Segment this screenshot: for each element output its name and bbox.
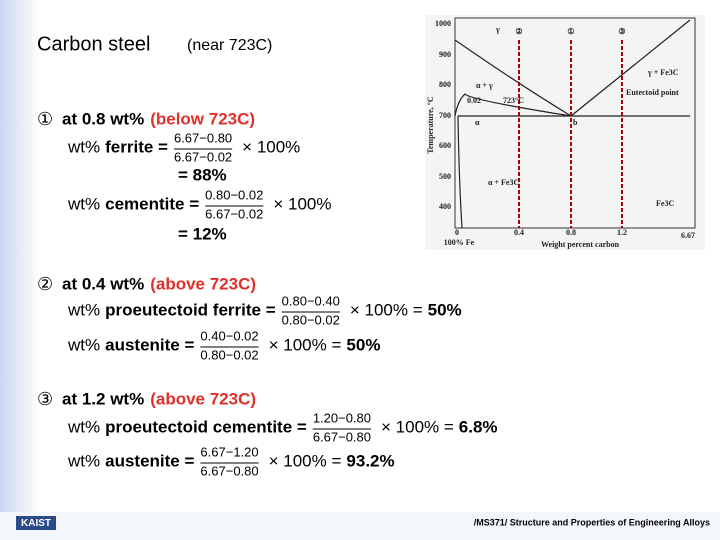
result: = 88% <box>178 165 227 184</box>
section-marker: ① <box>37 109 53 129</box>
result: 93.2% <box>346 451 394 470</box>
phase-lines <box>454 19 691 229</box>
region: 723°C <box>503 96 524 105</box>
numerator: 6.67−0.80 <box>174 130 232 145</box>
region: α + Fe3C <box>488 178 519 187</box>
term: cementite = <box>105 194 199 213</box>
denominator: 6.67−0.80 <box>200 463 258 478</box>
footer-band <box>0 512 720 540</box>
term: proeutectoid ferrite = <box>105 300 276 319</box>
prefix: wt% <box>67 451 100 470</box>
section-marker: ② <box>37 274 53 294</box>
denominator: 0.80−0.02 <box>282 312 340 327</box>
diagram-frame <box>454 17 696 229</box>
composition-lines <box>518 40 623 228</box>
denominator: 0.80−0.02 <box>200 347 258 362</box>
denominator: 6.67−0.80 <box>313 429 371 444</box>
section-heading: at 0.4 wt% <box>62 274 144 293</box>
factor: × 100% <box>273 194 331 213</box>
term: austenite = <box>105 335 194 354</box>
prefix: wt% <box>67 194 100 213</box>
numerator: 6.67−1.20 <box>200 444 258 459</box>
factor: × 100% = <box>269 335 342 354</box>
marker: ③ <box>618 27 625 36</box>
side-band <box>0 0 40 540</box>
result: 50% <box>346 335 380 354</box>
y-label: 1000 <box>435 19 451 28</box>
diagram-bg <box>425 15 705 250</box>
section-condition: (below 723C) <box>150 109 255 128</box>
marker: ② <box>515 27 522 36</box>
region: α <box>475 118 480 127</box>
x-label: 0 <box>455 228 459 237</box>
x-label: 1.2 <box>617 228 627 237</box>
title: Carbon steel <box>37 33 150 55</box>
y-label: 600 <box>439 141 451 150</box>
factor: × 100% = <box>350 300 423 319</box>
section-heading: at 0.8 wt% <box>62 109 144 128</box>
region: Eutectoid point <box>626 88 679 97</box>
region: b <box>573 118 578 127</box>
prefix: wt% <box>67 417 100 436</box>
prefix: wt% <box>67 300 100 319</box>
section-condition: (above 723C) <box>150 274 256 293</box>
region: α + γ <box>476 81 493 90</box>
y-label: 500 <box>439 172 451 181</box>
y-label: 800 <box>439 80 451 89</box>
y-label: 400 <box>439 202 451 211</box>
factor: × 100% = <box>381 417 454 436</box>
denominator: 6.67−0.02 <box>205 206 263 221</box>
numerator: 0.80−0.02 <box>205 187 263 202</box>
factor: × 100% = <box>269 451 342 470</box>
marker: ① <box>567 27 574 36</box>
section-marker: ③ <box>37 389 53 409</box>
logo-box <box>16 516 56 530</box>
numerator: 0.80−0.40 <box>282 293 340 308</box>
x-label: 0.4 <box>514 228 524 237</box>
footer-course: /MS371/ Structure and Properties of Engi… <box>474 517 710 527</box>
title-note: (near 723C) <box>187 37 272 54</box>
prefix: wt% <box>67 335 100 354</box>
denominator: 6.67−0.02 <box>174 149 232 164</box>
region: γ + Fe3C <box>647 68 679 77</box>
prefix: wt% <box>67 137 100 156</box>
result: 50% <box>428 300 462 319</box>
factor: × 100% <box>242 137 300 156</box>
region: γ <box>495 25 500 34</box>
y-title: Temperature, °C <box>426 96 435 154</box>
x-label: 6.67 <box>681 231 695 240</box>
result: = 12% <box>178 224 227 243</box>
section-condition: (above 723C) <box>150 389 256 408</box>
numerator: 0.40−0.02 <box>200 328 258 343</box>
logo: KAIST <box>21 518 51 529</box>
term: ferrite = <box>105 137 168 156</box>
phase-diagram: ② ① ③ 1000 900 800 700 600 500 400 0 0.4… <box>425 15 705 250</box>
region: Fe3C <box>656 199 674 208</box>
x-title: Weight percent carbon <box>541 240 620 249</box>
term: austenite = <box>105 451 194 470</box>
section-heading: at 1.2 wt% <box>62 389 144 408</box>
numerator: 1.20−0.80 <box>313 410 371 425</box>
result: 6.8% <box>459 417 498 436</box>
y-label: 700 <box>439 111 451 120</box>
term: proeutectoid cementite = <box>105 417 307 436</box>
x-label: 0.8 <box>566 228 576 237</box>
x-origin-note: 100% Fe <box>444 238 475 247</box>
region: 0.02 <box>467 96 481 105</box>
y-label: 900 <box>439 50 451 59</box>
